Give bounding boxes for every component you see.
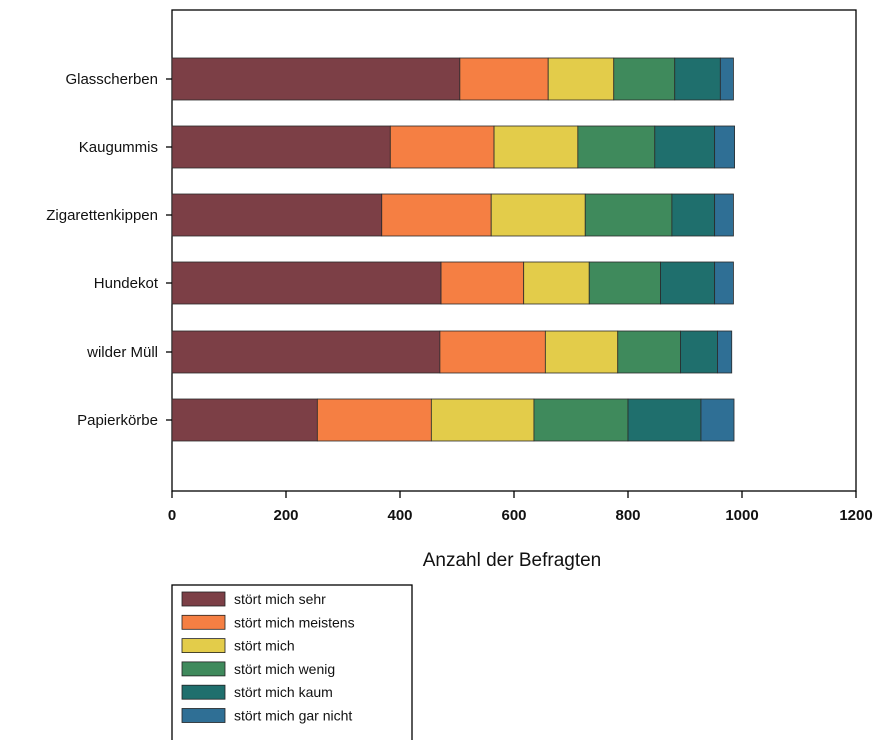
bar-segment <box>613 57 676 101</box>
bar-segment <box>660 261 716 305</box>
legend-swatch <box>181 708 226 723</box>
category-label: Hundekot <box>94 275 159 292</box>
bar-segment <box>617 330 681 374</box>
legend-swatch <box>181 591 226 607</box>
x-tick-label: 600 <box>501 507 526 524</box>
legend-swatch <box>181 638 226 653</box>
bar-segment <box>171 125 391 169</box>
bar-segment <box>584 193 673 237</box>
bar-segment <box>533 398 629 442</box>
category-label: Papierkörbe <box>77 412 158 429</box>
category-label: Kaugummis <box>79 139 158 156</box>
bar-segment <box>523 261 590 305</box>
bar-segment <box>430 398 535 442</box>
bar-segment <box>316 398 432 442</box>
legend-swatch <box>181 684 226 700</box>
legend-label: stört mich wenig <box>234 661 335 677</box>
bar-segment <box>440 261 525 305</box>
legend-swatch <box>181 661 226 677</box>
bar-segment <box>671 193 716 237</box>
bar-segment <box>171 330 441 374</box>
x-tick-label: 200 <box>273 507 298 524</box>
bar-segment <box>547 57 615 101</box>
bar-segment <box>459 57 549 101</box>
legend-label: stört mich kaum <box>234 684 333 700</box>
bar-segment <box>714 261 734 305</box>
legend-label: stört mich meistens <box>234 614 355 630</box>
bar-segment <box>544 330 619 374</box>
bar-segment <box>490 193 586 237</box>
bar-segment <box>171 398 318 442</box>
legend-label: stört mich gar nicht <box>234 708 352 724</box>
bar-segment <box>381 193 492 237</box>
category-label: Glasscherben <box>65 71 158 88</box>
bar-segment <box>588 261 661 305</box>
legend-label: stört mich sehr <box>234 591 326 607</box>
legend-swatch <box>181 614 226 630</box>
bars <box>171 57 735 442</box>
x-tick-label: 1000 <box>725 507 758 524</box>
legend: stört mich sehr stört mich meistens stört … <box>171 584 413 740</box>
legend-label: stört mich <box>234 638 295 654</box>
bar-segment <box>680 330 718 374</box>
x-axis-title: Anzahl der Befragten <box>423 550 602 571</box>
bar-segment <box>674 57 721 101</box>
x-tick-label: 800 <box>615 507 640 524</box>
bar-segment <box>389 125 495 169</box>
bar-segment <box>171 261 442 305</box>
bar-segment <box>717 330 733 374</box>
category-label: Zigarettenkippen <box>46 207 158 224</box>
x-tick-label: 400 <box>387 507 412 524</box>
bar-segment <box>171 57 461 101</box>
bar-segment <box>171 193 383 237</box>
bar-segment <box>577 125 656 169</box>
bar-segment <box>714 193 734 237</box>
bar-segment <box>654 125 716 169</box>
bar-segment <box>493 125 579 169</box>
x-tick-label: 1200 <box>839 507 872 524</box>
x-tick-label: 0 <box>168 507 176 524</box>
bar-segment <box>714 125 735 169</box>
y-axis: Glasscherben Kaugummis Zigarettenkippen Hun… <box>46 71 172 429</box>
category-label: wilder Müll <box>86 344 158 361</box>
bar-segment <box>700 398 735 442</box>
bar-segment <box>627 398 702 442</box>
x-axis: 0 200 400 600 800 1000 1200 <box>168 491 873 524</box>
bar-segment <box>719 57 734 101</box>
bar-segment <box>439 330 546 374</box>
